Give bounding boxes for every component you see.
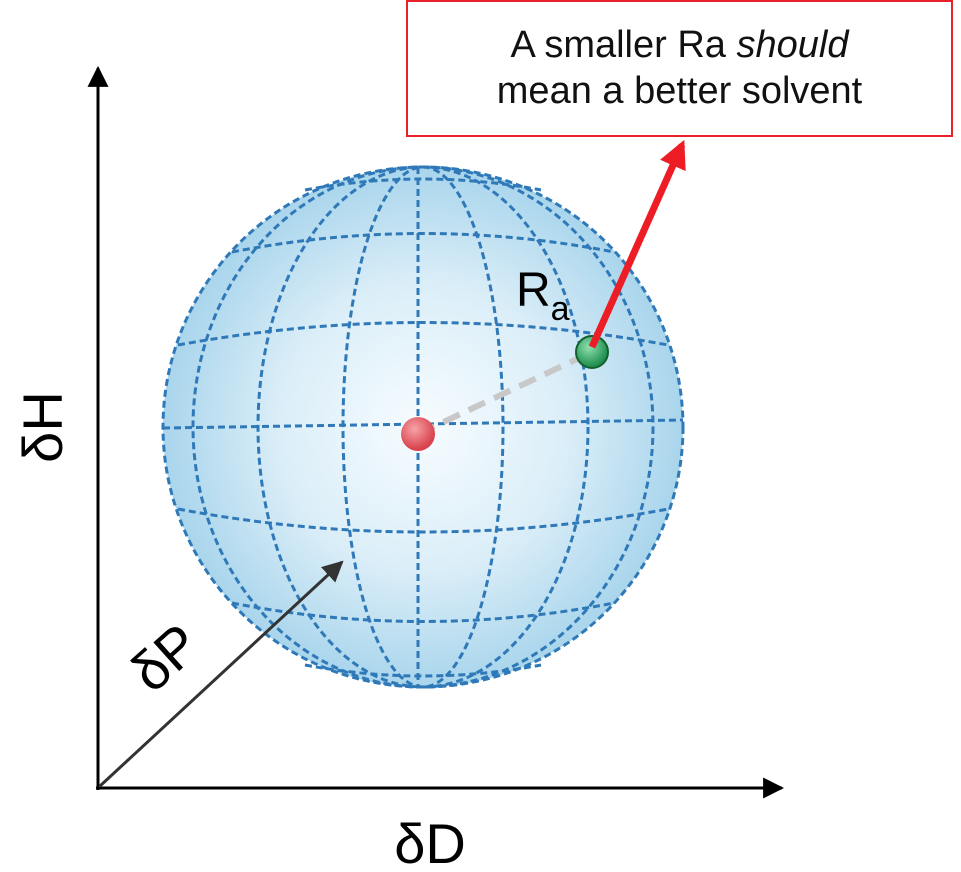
callout-line-2: mean a better solvent [496,70,863,112]
callout-emphasis: should [736,24,849,66]
ra-distance-line [416,349,594,437]
z-axis-label: δP [118,611,211,704]
y-axis-label: δH [11,391,74,463]
z-axis [98,560,344,788]
x-axis-label: δD [394,812,466,872]
callout-box: A smaller Ra should mean a better solven… [406,0,953,137]
callout-line-1: A smaller Ra should [510,24,849,66]
sphere-center-point [401,417,435,451]
callout-arrow [588,139,686,349]
solvent-point [575,335,609,369]
ra-label: Ra [516,264,570,328]
